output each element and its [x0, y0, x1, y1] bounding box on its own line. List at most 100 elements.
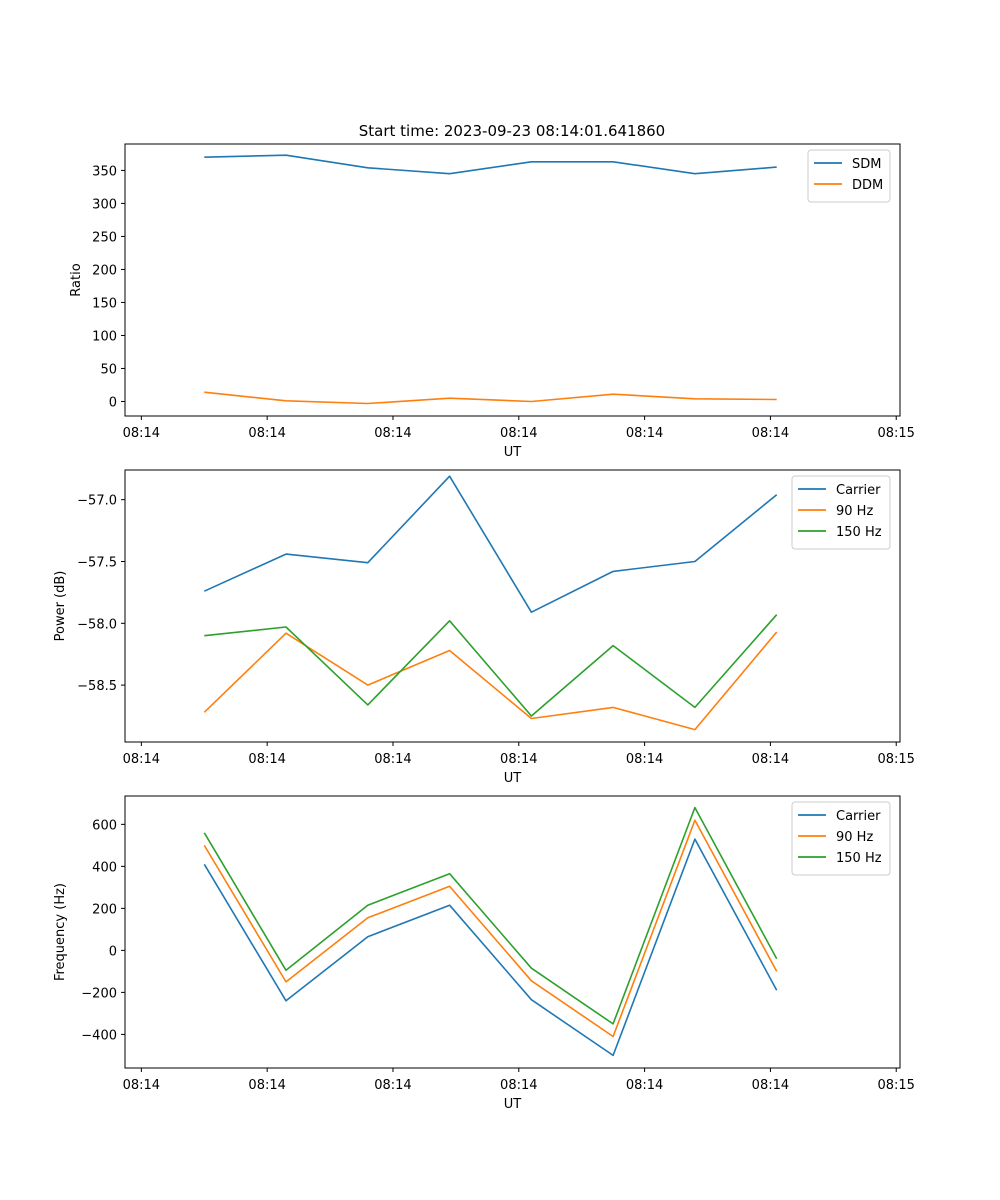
- data-point-carrier-6: [693, 560, 696, 563]
- data-point-90-hz-3: [448, 885, 451, 888]
- legend-label-90-hz: 90 Hz: [836, 504, 873, 519]
- y-tick-label: −400: [81, 1028, 117, 1043]
- y-tick-label: 200: [92, 902, 117, 917]
- data-point-carrier-5: [612, 1054, 615, 1057]
- x-tick-label: 08:14: [248, 1078, 285, 1093]
- data-point-150-hz-1: [285, 969, 288, 972]
- x-tick-label: 08:14: [752, 426, 789, 441]
- data-point-150-hz-1: [285, 626, 288, 629]
- data-point-sdm-4: [530, 160, 533, 163]
- legend: Carrier 90 Hz 150 Hz: [791, 475, 891, 550]
- data-point-sdm-2: [366, 166, 369, 169]
- legend-label-150-hz: 150 Hz: [836, 525, 882, 540]
- data-point-150-hz-4: [530, 715, 533, 718]
- data-point-90-hz-6: [693, 819, 696, 822]
- y-tick-label: −57.5: [77, 555, 117, 570]
- legend-label-sdm: SDM: [852, 157, 881, 172]
- data-point-sdm-1: [285, 154, 288, 157]
- data-point-ddm-5: [612, 393, 615, 396]
- data-point-carrier-6: [693, 838, 696, 841]
- data-point-150-hz-3: [448, 872, 451, 875]
- data-point-sdm-6: [693, 172, 696, 175]
- x-axis-label: UT: [504, 445, 522, 460]
- data-point-150-hz-3: [448, 619, 451, 622]
- y-tick-label: 150: [92, 296, 117, 311]
- series-line-150-hz: [203, 806, 778, 1025]
- data-point-150-hz-5: [612, 1022, 615, 1025]
- legend-label-150-hz: 150 Hz: [836, 851, 882, 866]
- y-axis-label: Power (dB): [53, 571, 68, 642]
- data-point-90-hz-0: [203, 844, 206, 847]
- x-tick-label: 08:14: [248, 426, 285, 441]
- y-tick-label: 600: [92, 818, 117, 833]
- data-point-90-hz-4: [530, 979, 533, 982]
- data-point-90-hz-7: [775, 970, 778, 973]
- x-tick-label: 08:14: [374, 752, 411, 767]
- data-point-ddm-0: [203, 391, 206, 394]
- series-line-carrier: [203, 475, 778, 614]
- data-point-carrier-2: [366, 561, 369, 564]
- data-point-ddm-7: [775, 398, 778, 401]
- series-line-90-hz: [203, 819, 778, 1038]
- x-tick-label: 08:14: [626, 752, 663, 767]
- y-tick-label: −200: [81, 986, 117, 1001]
- x-tick-label: 08:14: [123, 426, 160, 441]
- y-tick-label: 0: [109, 944, 117, 959]
- x-tick-label: 08:14: [374, 426, 411, 441]
- data-point-carrier-0: [203, 590, 206, 593]
- legend-label-90-hz: 90 Hz: [836, 830, 873, 845]
- data-point-carrier-4: [530, 611, 533, 614]
- figure-title: Start time: 2023-09-23 08:14:01.641860: [359, 122, 665, 140]
- data-point-150-hz-4: [530, 967, 533, 970]
- x-tick-label: 08:14: [752, 1078, 789, 1093]
- y-tick-label: 0: [109, 395, 117, 410]
- data-point-150-hz-6: [693, 806, 696, 809]
- y-tick-label: 400: [92, 860, 117, 875]
- x-tick-label: 08:14: [752, 752, 789, 767]
- x-tick-label: 08:14: [626, 1078, 663, 1093]
- frequency-panel: 08:14 08:14 08:14 08:14 08:14 08:14 08:15 −400 −…: [53, 795, 915, 1112]
- data-point-150-hz-0: [203, 634, 206, 637]
- data-point-90-hz-2: [366, 916, 369, 919]
- data-point-150-hz-7: [775, 613, 778, 616]
- x-tick-label: 08:14: [500, 1078, 537, 1093]
- legend: SDM DDM: [807, 149, 891, 203]
- y-tick-label: 50: [100, 362, 117, 377]
- x-tick-label: 08:14: [500, 426, 537, 441]
- x-tick-label: 08:15: [877, 426, 914, 441]
- x-tick-label: 08:15: [877, 1078, 914, 1093]
- power-panel: 08:14 08:14 08:14 08:14 08:14 08:14 08:15 −58.5…: [53, 469, 915, 786]
- x-axis-label: UT: [504, 771, 522, 786]
- data-point-150-hz-7: [775, 957, 778, 960]
- x-tick-label: 08:14: [123, 752, 160, 767]
- data-point-150-hz-6: [693, 706, 696, 709]
- x-tick-label: 08:14: [500, 752, 537, 767]
- x-tick-label: 08:14: [626, 426, 663, 441]
- x-tick-label: 08:14: [248, 752, 285, 767]
- x-axis-label: UT: [504, 1097, 522, 1112]
- data-point-90-hz-7: [775, 631, 778, 634]
- data-point-ddm-2: [366, 402, 369, 405]
- data-point-sdm-5: [612, 160, 615, 163]
- series-line-90-hz: [203, 631, 778, 731]
- axes-frame: [124, 469, 901, 743]
- data-point-90-hz-1: [285, 632, 288, 635]
- data-point-sdm-3: [448, 172, 451, 175]
- axes-frame: [124, 143, 901, 417]
- data-point-carrier-0: [203, 863, 206, 866]
- y-tick-label: −58.5: [77, 679, 117, 694]
- series-line-carrier: [203, 838, 778, 1057]
- data-point-carrier-7: [775, 493, 778, 496]
- legend-label-ddm: DDM: [852, 178, 883, 193]
- y-tick-label: 300: [92, 197, 117, 212]
- data-point-sdm-7: [775, 166, 778, 169]
- data-point-90-hz-5: [612, 706, 615, 709]
- data-point-90-hz-0: [203, 711, 206, 714]
- legend-label-carrier: Carrier: [836, 809, 881, 824]
- data-point-90-hz-5: [612, 1035, 615, 1038]
- y-tick-label: 350: [92, 164, 117, 179]
- data-point-carrier-1: [285, 999, 288, 1002]
- y-axis-label: Frequency (Hz): [53, 883, 68, 981]
- ratio-panel: 08:14 08:14 08:14 08:14 08:14 08:14 08:15 0 50 10…: [69, 143, 915, 460]
